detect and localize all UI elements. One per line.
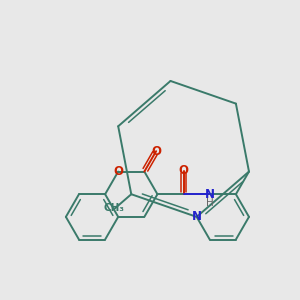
Text: N: N bbox=[192, 210, 202, 224]
Text: O: O bbox=[151, 145, 161, 158]
Text: O: O bbox=[113, 165, 123, 178]
Text: CH₃: CH₃ bbox=[104, 203, 125, 213]
Text: O: O bbox=[178, 164, 189, 177]
Text: N: N bbox=[205, 188, 215, 201]
Text: H: H bbox=[206, 197, 214, 208]
